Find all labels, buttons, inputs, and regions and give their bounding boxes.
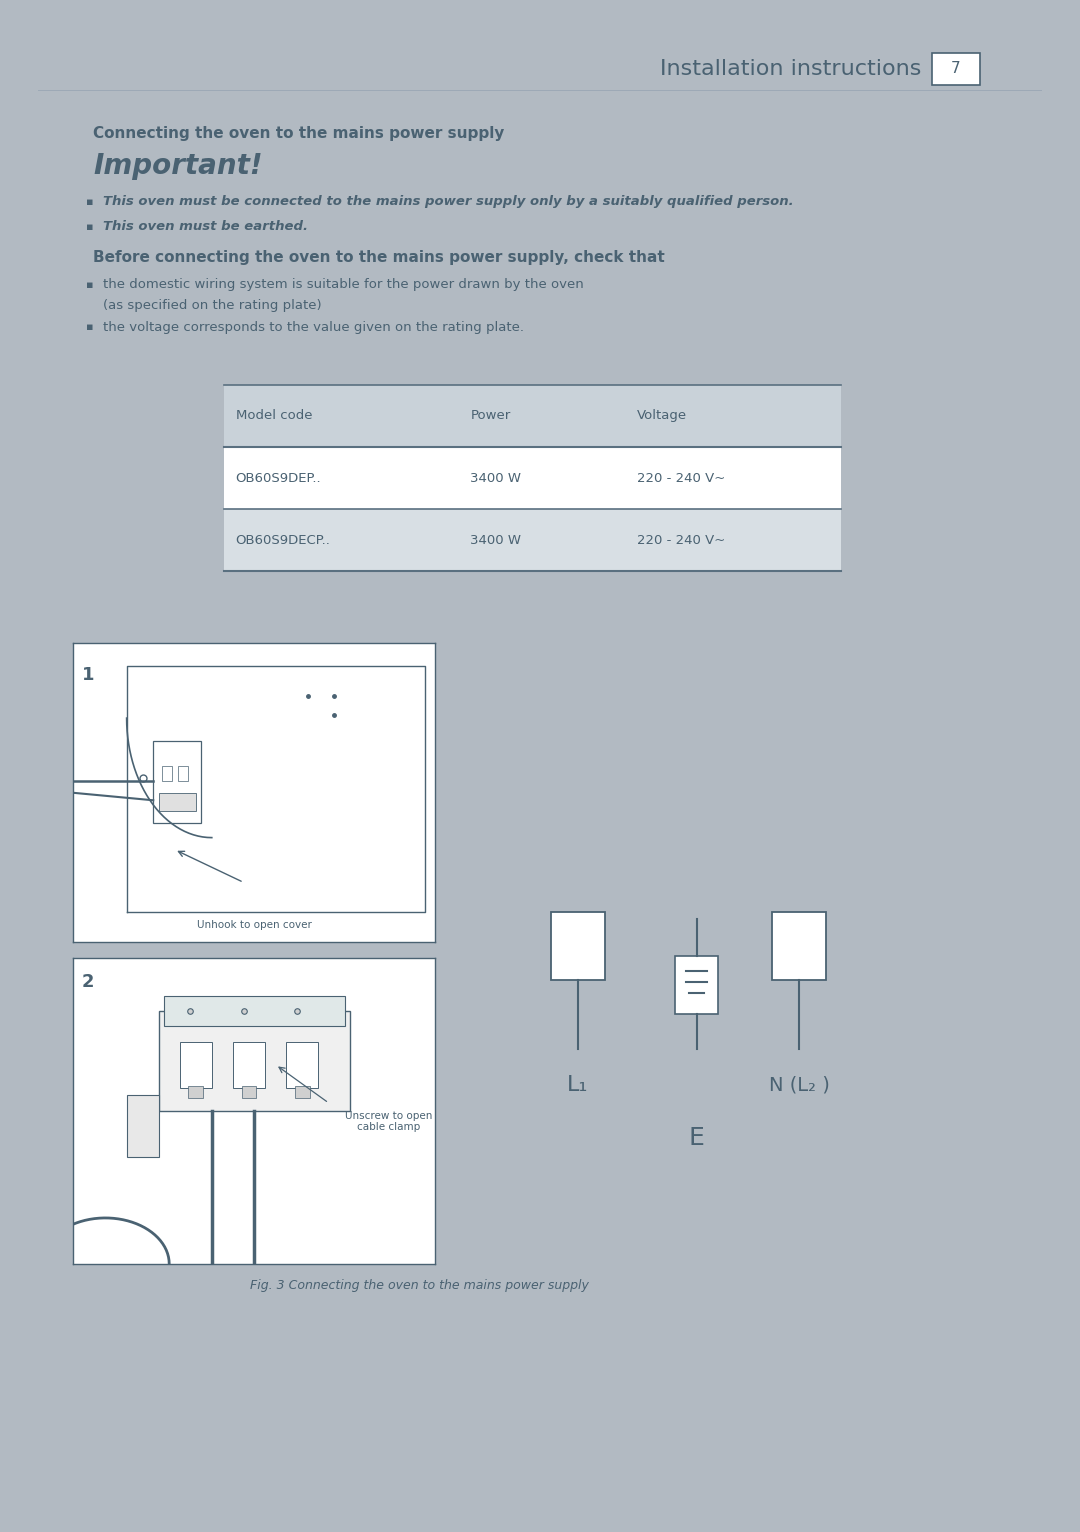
Text: N (L₂ ): N (L₂ ) — [769, 1075, 829, 1094]
Bar — [224, 509, 841, 571]
Text: the voltage corresponds to the value given on the rating plate.: the voltage corresponds to the value giv… — [103, 320, 524, 334]
Bar — [159, 794, 195, 810]
Text: 2: 2 — [82, 973, 94, 991]
Text: ▪: ▪ — [86, 279, 94, 290]
Bar — [233, 1042, 265, 1088]
Text: (as specified on the rating plate): (as specified on the rating plate) — [103, 299, 322, 311]
Text: 220 - 240 V~: 220 - 240 V~ — [637, 533, 726, 547]
Bar — [180, 1042, 212, 1088]
Text: E: E — [689, 1126, 704, 1151]
Text: ▪: ▪ — [86, 196, 94, 207]
Bar — [932, 52, 980, 86]
Text: OB60S9DECP..: OB60S9DECP.. — [235, 533, 330, 547]
Text: Power: Power — [471, 409, 511, 423]
Bar — [675, 956, 718, 1014]
Bar — [224, 447, 841, 509]
Bar — [286, 1042, 319, 1088]
Text: 7: 7 — [951, 61, 960, 77]
Text: Unhook to open cover: Unhook to open cover — [197, 921, 312, 930]
Text: 220 - 240 V~: 220 - 240 V~ — [637, 472, 726, 484]
Bar — [126, 1095, 159, 1157]
Bar — [188, 1086, 203, 1098]
Text: Voltage: Voltage — [637, 409, 687, 423]
Text: 3400 W: 3400 W — [471, 533, 522, 547]
Text: Model code: Model code — [235, 409, 312, 423]
Bar — [295, 1086, 310, 1098]
Bar — [242, 1086, 256, 1098]
Text: OB60S9DEP..: OB60S9DEP.. — [235, 472, 321, 484]
Text: the domestic wiring system is suitable for the power drawn by the oven: the domestic wiring system is suitable f… — [103, 277, 584, 291]
Bar — [551, 912, 605, 980]
Bar — [164, 996, 345, 1026]
Bar — [224, 385, 841, 447]
Text: ▪: ▪ — [86, 222, 94, 231]
Text: Before connecting the oven to the mains power supply, check that: Before connecting the oven to the mains … — [93, 250, 665, 265]
Bar — [153, 740, 201, 823]
Bar — [772, 912, 826, 980]
Text: Connecting the oven to the mains power supply: Connecting the oven to the mains power s… — [93, 127, 504, 141]
Bar — [159, 1011, 350, 1111]
Text: Unscrew to open
cable clamp: Unscrew to open cable clamp — [345, 1111, 432, 1132]
Text: Installation instructions: Installation instructions — [660, 58, 921, 80]
Bar — [178, 766, 188, 781]
Text: This oven must be connected to the mains power supply only by a suitably qualifi: This oven must be connected to the mains… — [103, 196, 794, 208]
Text: Important!: Important! — [93, 152, 262, 181]
Text: Fig. 3 Connecting the oven to the mains power supply: Fig. 3 Connecting the oven to the mains … — [251, 1279, 589, 1293]
Text: ▪: ▪ — [86, 322, 94, 332]
Bar — [162, 766, 173, 781]
Text: 1: 1 — [82, 666, 94, 683]
Text: This oven must be earthed.: This oven must be earthed. — [103, 221, 308, 233]
Text: 3400 W: 3400 W — [471, 472, 522, 484]
Text: L₁: L₁ — [567, 1075, 589, 1095]
